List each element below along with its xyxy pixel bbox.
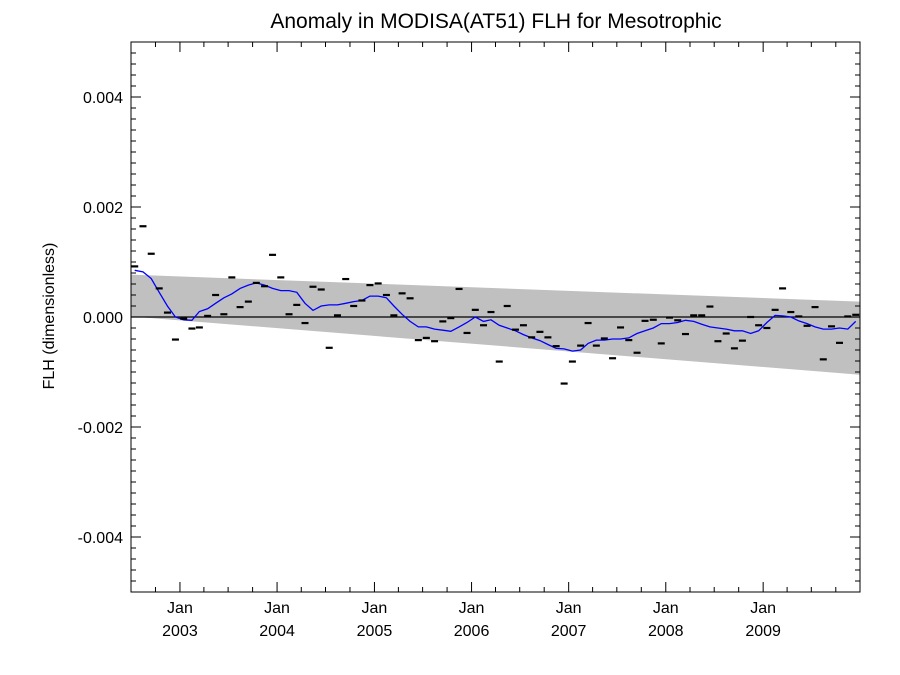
x-tick-month-label: Jan xyxy=(459,600,485,617)
data-points-layer xyxy=(131,225,860,385)
x-tick-month-label: Jan xyxy=(750,600,776,617)
x-tick-month-label: Jan xyxy=(167,600,193,617)
x-tick-year-label: 2007 xyxy=(551,623,587,640)
confidence-band-layer xyxy=(131,274,860,375)
y-tick-label: 0.002 xyxy=(83,200,123,217)
y-tick-label: 0.000 xyxy=(83,310,123,327)
x-tick-year-label: 2005 xyxy=(357,623,393,640)
x-tick-year-label: 2008 xyxy=(648,623,684,640)
x-tick-month-label: Jan xyxy=(556,600,582,617)
y-axis-label: FLH (dimensionless) xyxy=(41,243,58,390)
x-tick-month-label: Jan xyxy=(362,600,388,617)
x-tick-year-label: 2004 xyxy=(259,623,295,640)
x-tick-year-label: 2006 xyxy=(454,623,490,640)
x-tick-month-label: Jan xyxy=(653,600,679,617)
axes-layer: 0.004 0.002 0.000 -0.002 -0.004 Jan 2003 Jan 200… xyxy=(78,41,861,640)
y-tick-label: -0.002 xyxy=(78,420,123,437)
y-tick-label: -0.004 xyxy=(78,530,123,547)
confidence-band xyxy=(131,274,860,375)
x-tick-month-label: Jan xyxy=(264,600,290,617)
y-tick-label: 0.004 xyxy=(83,90,123,107)
x-tick-year-label: 2003 xyxy=(162,623,198,640)
x-tick-year-label: 2009 xyxy=(745,623,781,640)
chart-title: Anomaly in MODISA(AT51) FLH for Mesotrop… xyxy=(270,10,721,33)
